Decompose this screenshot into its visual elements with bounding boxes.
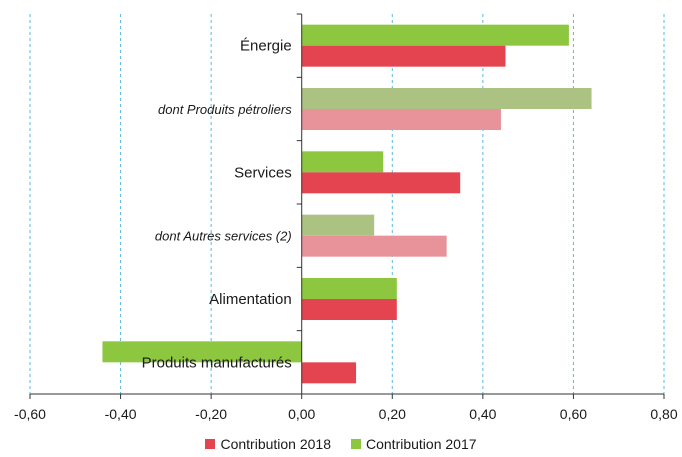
legend-swatch-2017: [351, 439, 361, 449]
category-label: Services: [234, 164, 292, 181]
x-tick-label: 0,20: [379, 406, 406, 422]
bar-2017: [301, 88, 592, 109]
category-label: dont Autres services (2): [155, 229, 292, 244]
x-tick-label: 0,80: [650, 406, 677, 422]
legend-item-2017: Contribution 2017: [351, 436, 477, 452]
bar-2018: [301, 45, 506, 67]
x-tick-label: 0,40: [469, 406, 496, 422]
legend-label-2017: Contribution 2017: [366, 436, 477, 452]
gridlines: [29, 14, 665, 394]
bar-2018: [301, 109, 501, 130]
axes: -0,60 -0,40 -0,20 0,00 0,20 0,40 0,60 0,80: [14, 13, 678, 422]
x-tick-label: 0,00: [288, 406, 315, 422]
x-tick-label: 0,60: [560, 406, 587, 422]
category-label: dont Produits pétroliers: [158, 102, 292, 117]
x-tick-label: -0,40: [105, 406, 137, 422]
bar-2017: [301, 151, 384, 173]
bar-2018: [301, 172, 461, 194]
legend: Contribution 2018 Contribution 2017: [0, 436, 682, 452]
category-label: Énergie: [240, 38, 292, 55]
category-label: Produits manufacturés: [142, 354, 292, 371]
bar-2018: [301, 362, 357, 384]
bar-2018: [301, 235, 447, 257]
legend-item-2018: Contribution 2018: [205, 436, 331, 452]
bars: [102, 24, 592, 384]
x-tick-label: -0,60: [14, 406, 46, 422]
legend-swatch-2018: [205, 439, 216, 449]
category-label: Alimentation: [209, 291, 292, 308]
bar-2017: [102, 341, 302, 363]
legend-label-2018: Contribution 2018: [220, 436, 331, 452]
bar-2017: [301, 214, 375, 236]
bar-2017: [301, 24, 569, 46]
bar-2018: [301, 299, 397, 320]
category-labels: Énergie dont Produits pétroliers Services d…: [142, 38, 293, 372]
x-tick-label: -0,20: [195, 406, 227, 422]
bar-2017: [301, 278, 397, 299]
